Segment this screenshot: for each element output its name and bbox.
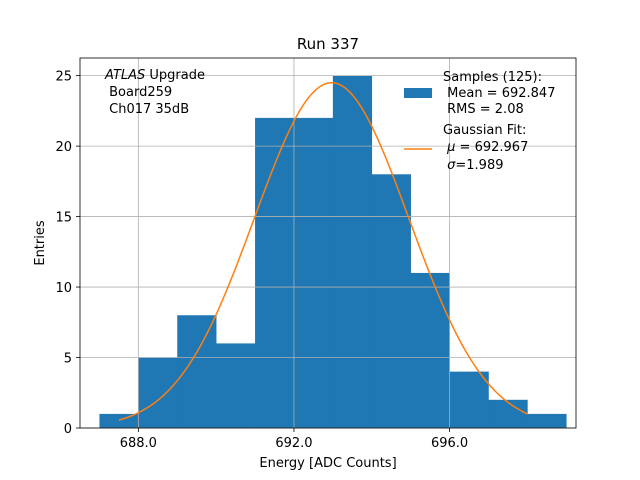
histogram-bar xyxy=(410,272,450,428)
chart-title: Run 337 xyxy=(297,35,359,53)
y-tick-label: 5 xyxy=(64,352,72,367)
histogram-bar xyxy=(488,399,528,428)
legend-histogram-swatch xyxy=(404,88,432,98)
annotation-channel: Ch017 35dB xyxy=(105,102,189,117)
histogram-bar xyxy=(255,117,295,429)
legend-samples-label: Samples (125): xyxy=(443,70,542,85)
x-tick-label: 688.0 xyxy=(120,436,157,451)
annotation-line-1: ATLAS Upgrade xyxy=(104,68,205,83)
y-tick-label: 0 xyxy=(64,422,72,437)
legend-fit-sigma: σ=1.989 xyxy=(443,158,504,173)
x-tick-label: 692.0 xyxy=(275,436,312,451)
legend-fit-title: Gaussian Fit: xyxy=(443,123,526,138)
atlas-label: ATLAS xyxy=(104,68,145,83)
y-tick-label: 10 xyxy=(55,281,72,296)
histogram-bar xyxy=(216,343,256,428)
y-axis-label: Entries xyxy=(33,220,48,266)
axis-ticks: 688.0 692.0 696.0 0 5 10 15 20 25 xyxy=(55,70,468,451)
histogram-bar xyxy=(527,413,567,428)
histogram-bar xyxy=(177,315,217,428)
upgrade-label: Upgrade xyxy=(145,68,205,83)
histogram-bar xyxy=(332,75,373,428)
y-tick-label: 25 xyxy=(55,70,72,85)
legend-rms-label: RMS = 2.08 xyxy=(443,102,524,117)
histogram-bar xyxy=(371,174,411,428)
legend-fit-mu-value: = 692.967 xyxy=(455,140,528,155)
x-axis-label: Energy [ADC Counts] xyxy=(259,456,396,471)
legend-mean-label: Mean = 692.847 xyxy=(443,86,555,101)
x-tick-label: 696.0 xyxy=(431,436,468,451)
annotation-board: Board259 xyxy=(105,85,172,100)
legend-fit-sigma-value: =1.989 xyxy=(455,158,503,173)
plot-frame xyxy=(79,57,577,429)
y-tick-label: 15 xyxy=(55,211,72,226)
gaussian-fit-curve xyxy=(118,81,528,421)
histogram-bar xyxy=(449,371,489,428)
histogram-bar xyxy=(293,117,334,429)
grid-lines-overlay xyxy=(80,58,576,429)
legend-fit-mu: μ = 692.967 xyxy=(443,140,528,155)
legend: Samples (125): Mean = 692.847 RMS = 2.08… xyxy=(404,70,555,173)
y-tick-label: 20 xyxy=(55,140,72,155)
histogram-bar xyxy=(138,357,178,428)
